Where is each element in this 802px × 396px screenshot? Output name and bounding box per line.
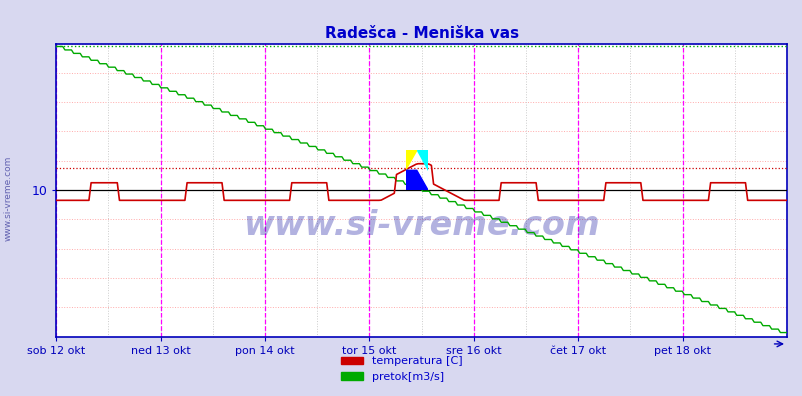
Polygon shape: [416, 150, 427, 170]
Polygon shape: [405, 150, 416, 170]
Legend: temperatura [C], pretok[m3/s]: temperatura [C], pretok[m3/s]: [336, 352, 466, 386]
Title: Radešca - Meniška vas: Radešca - Meniška vas: [324, 26, 518, 41]
Text: www.si-vreme.com: www.si-vreme.com: [3, 155, 13, 241]
Text: www.si-vreme.com: www.si-vreme.com: [243, 209, 599, 242]
Polygon shape: [405, 170, 427, 190]
